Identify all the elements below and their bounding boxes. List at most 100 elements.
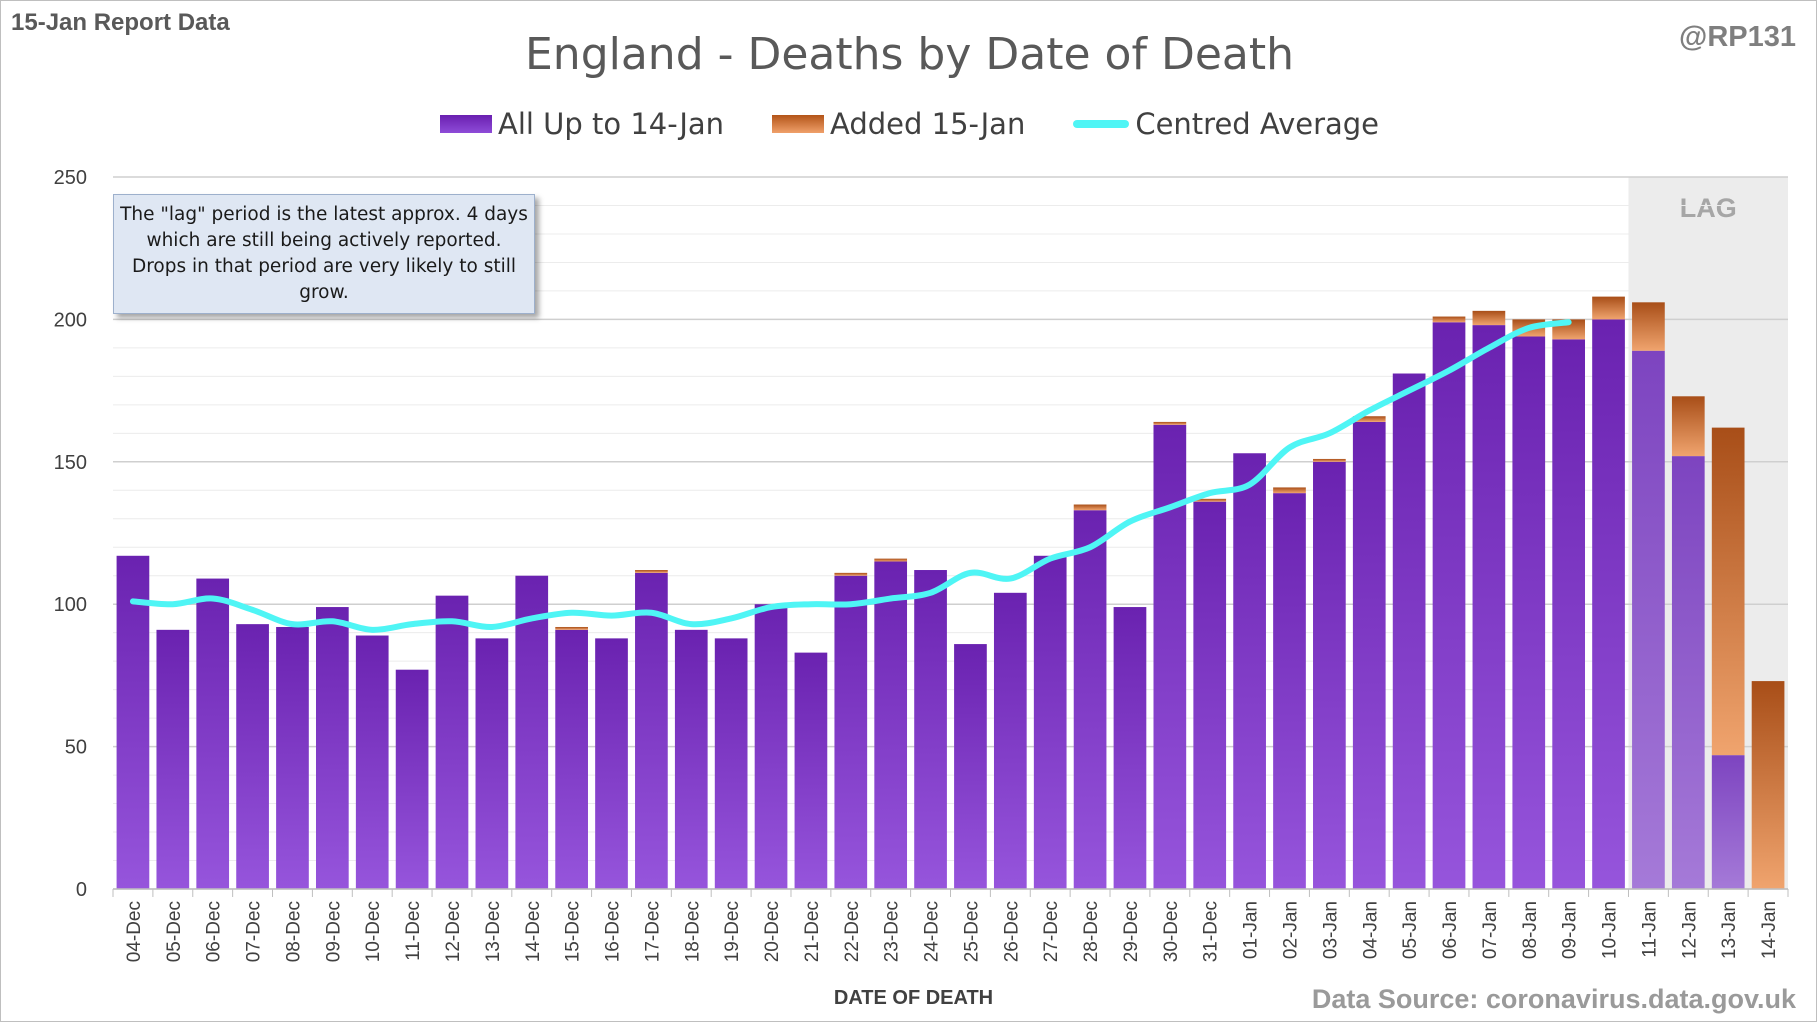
x-tick-label: 16-Dec: [603, 901, 624, 962]
bar-added: [874, 558, 908, 562]
bar-added: [1751, 681, 1785, 889]
chart-legend: All Up to 14-Jan Added 15-Jan Centred Av…: [1, 107, 1817, 141]
x-tick-label: 07-Dec: [244, 901, 265, 962]
chart-title: England - Deaths by Date of Death: [525, 29, 1294, 80]
y-tick-label: 0: [76, 879, 87, 901]
bar-all-up-to: [395, 669, 429, 889]
y-tick-label: 200: [54, 309, 87, 331]
bar-all-up-to: [196, 578, 230, 889]
bar-all-up-to: [914, 570, 947, 889]
bar-added: [1592, 296, 1625, 320]
bar-added: [1273, 487, 1306, 494]
bar-all-up-to: [674, 629, 708, 889]
bar-added: [1193, 498, 1227, 502]
bar-all-up-to: [595, 638, 628, 889]
bar-all-up-to: [1313, 461, 1346, 889]
bar-all-up-to: [435, 595, 469, 889]
x-tick-label: 25-Dec: [961, 901, 982, 962]
y-tick-label: 150: [54, 452, 87, 474]
x-tick-label: 28-Dec: [1081, 901, 1102, 962]
bar-all-up-to: [475, 638, 509, 889]
bar-all-up-to: [635, 572, 668, 889]
bar-all-up-to: [1352, 421, 1386, 889]
bar-all-up-to: [1711, 755, 1745, 889]
x-axis-title: DATE OF DEATH: [833, 987, 994, 1009]
x-tick-label: 06-Jan: [1440, 901, 1461, 959]
bar-all-up-to: [1392, 373, 1426, 890]
x-tick-label: 08-Jan: [1520, 901, 1541, 959]
x-tick-label: 05-Jan: [1400, 901, 1421, 959]
legend-item-added: Added 15-Jan: [772, 107, 1025, 141]
y-tick-label: 250: [54, 167, 87, 189]
x-tick-label: 31-Dec: [1201, 901, 1222, 962]
bar-all-up-to: [1033, 555, 1067, 889]
bar-added: [1472, 310, 1506, 326]
x-tick-label: 05-Dec: [164, 901, 185, 962]
y-tick-label: 100: [54, 594, 87, 616]
bar-all-up-to: [1592, 319, 1625, 889]
author-handle: @RP131: [1679, 21, 1796, 53]
legend-swatch-purple: [439, 115, 492, 133]
legend-swatch-orange: [772, 115, 825, 133]
x-tick-label: 13-Dec: [483, 901, 504, 962]
bar-all-up-to: [156, 629, 190, 889]
bar-all-up-to: [116, 555, 150, 889]
x-tick-label: 08-Dec: [283, 901, 304, 962]
x-tick-label: 23-Dec: [882, 901, 903, 962]
bar-all-up-to: [315, 607, 349, 889]
x-tick-label: 12-Jan: [1679, 901, 1700, 959]
bar-all-up-to: [993, 592, 1027, 889]
x-tick-label: 09-Jan: [1560, 901, 1581, 959]
bar-all-up-to: [1113, 607, 1147, 889]
bar-added: [1073, 504, 1107, 511]
bar-all-up-to: [874, 561, 908, 889]
bar-all-up-to: [754, 604, 788, 889]
bar-added: [635, 570, 668, 573]
bar-all-up-to: [834, 575, 868, 889]
bar-all-up-to: [276, 626, 309, 889]
bar-all-up-to: [1472, 325, 1506, 889]
x-tick-label: 18-Dec: [682, 901, 703, 962]
bar-all-up-to: [1073, 510, 1107, 889]
x-tick-label: 11-Jan: [1639, 901, 1660, 958]
bar-all-up-to: [1432, 322, 1466, 889]
bar-all-up-to: [1273, 493, 1306, 889]
x-tick-label: 15-Dec: [563, 901, 584, 962]
x-tick-label: 07-Jan: [1480, 901, 1501, 959]
legend-label: All Up to 14-Jan: [497, 107, 725, 141]
x-tick-label: 19-Dec: [722, 901, 743, 962]
bar-all-up-to: [236, 624, 269, 889]
report-date-label: 15-Jan Report Data: [11, 9, 230, 36]
x-tick-label: 06-Dec: [204, 901, 225, 962]
bar-all-up-to: [355, 635, 389, 889]
bar-all-up-to: [1233, 453, 1266, 889]
bar-added: [1632, 302, 1665, 351]
bar-all-up-to: [794, 652, 828, 889]
bar-all-up-to: [555, 629, 588, 889]
x-tick-label: 17-Dec: [642, 901, 663, 962]
x-tick-label: 13-Jan: [1719, 901, 1740, 959]
x-tick-label: 22-Dec: [842, 901, 863, 962]
x-tick-label: 21-Dec: [802, 901, 823, 962]
bar-added: [1671, 396, 1705, 457]
bar-all-up-to: [1552, 339, 1586, 889]
x-tick-label: 24-Dec: [922, 901, 943, 962]
bar-all-up-to: [1153, 424, 1187, 889]
x-tick-label: 10-Dec: [363, 901, 384, 962]
x-tick-label: 10-Jan: [1600, 901, 1621, 959]
bar-added: [1432, 316, 1466, 323]
legend-swatch-line: [1073, 120, 1130, 128]
bar-all-up-to: [954, 644, 987, 889]
x-tick-label: 09-Dec: [323, 901, 344, 962]
y-tick-label: 50: [65, 737, 87, 759]
bar-all-up-to: [714, 638, 748, 889]
x-tick-label: 04-Dec: [124, 901, 145, 962]
x-tick-label: 11-Dec: [403, 901, 424, 961]
x-tick-label: 01-Jan: [1241, 901, 1262, 959]
legend-item-all-up-to: All Up to 14-Jan: [439, 107, 725, 141]
x-tick-label: 04-Jan: [1360, 901, 1381, 959]
x-tick-label: 20-Dec: [762, 901, 783, 962]
bar-all-up-to: [1193, 501, 1227, 889]
